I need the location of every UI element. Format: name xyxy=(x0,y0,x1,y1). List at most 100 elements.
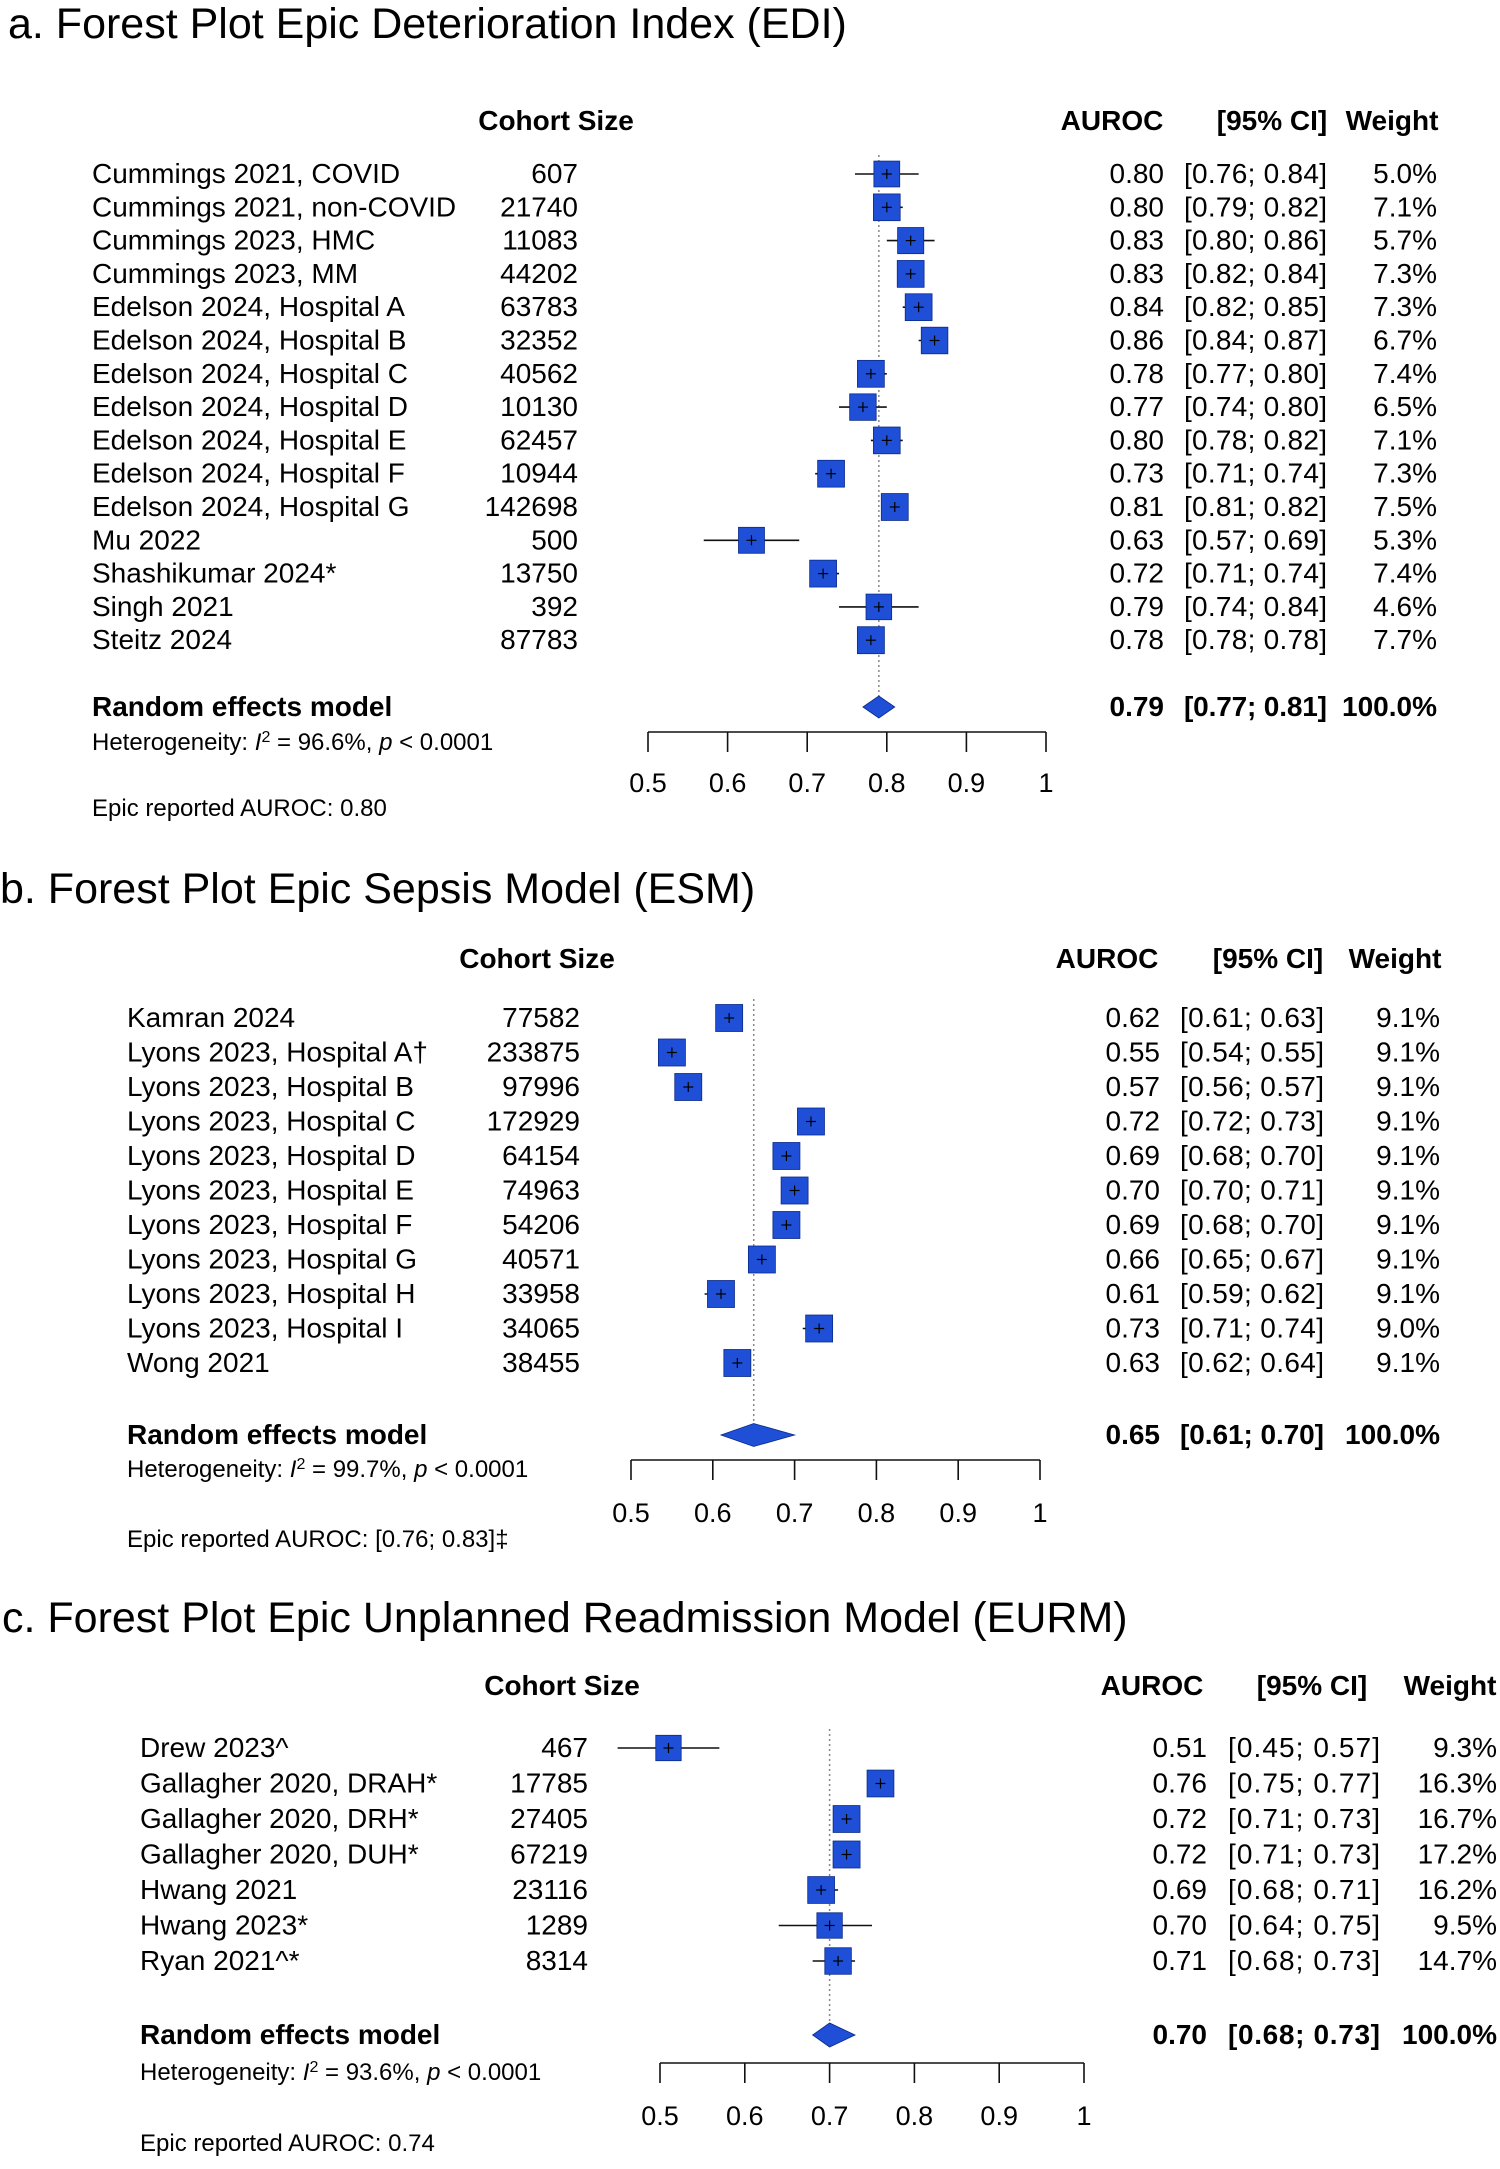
weight-value: 5.3% xyxy=(1373,524,1437,555)
tick-label: 0.7 xyxy=(788,768,826,798)
cohort-size: 1289 xyxy=(526,1910,588,1941)
cohort-size: 54206 xyxy=(502,1209,580,1240)
weight-value: 9.1% xyxy=(1376,1175,1440,1206)
weight-value: 9.1% xyxy=(1376,1244,1440,1275)
auroc-value: 0.62 xyxy=(1106,1002,1161,1033)
study-row: Kamran 2024 77582 0.62 [0.61; 0.63] 9.1% xyxy=(127,1002,1440,1033)
study-label: Lyons 2023, Hospital E xyxy=(127,1175,414,1206)
ci-value: [0.61; 0.63] xyxy=(1180,1002,1324,1033)
auroc-value: 0.69 xyxy=(1106,1140,1161,1171)
auroc-value: 0.73 xyxy=(1106,1313,1161,1344)
tick-label: 0.6 xyxy=(726,2101,764,2131)
cohort-size: 500 xyxy=(531,524,578,555)
tick-label: 0.8 xyxy=(868,768,906,798)
forest-panel-a: a. Forest Plot Epic Deterioration Index … xyxy=(8,0,1438,822)
header-ci: [95% CI] xyxy=(1213,943,1323,974)
study-row: Hwang 2023* 1289 0.70 [0.64; 0.75] 9.5% xyxy=(140,1910,1497,1941)
auroc-value: 0.63 xyxy=(1106,1347,1161,1378)
summary-diamond xyxy=(862,695,896,719)
study-row: Edelson 2024, Hospital A 63783 0.84 [0.82; … xyxy=(92,291,1437,322)
study-row: Cummings 2021, COVID 607 0.80 [0.76; 0.84] 5… xyxy=(92,158,1437,189)
tick-label: 1 xyxy=(1076,2101,1091,2131)
study-label: Wong 2021 xyxy=(127,1347,270,1378)
auroc-value: 0.72 xyxy=(1153,1839,1208,1870)
study-label: Edelson 2024, Hospital B xyxy=(92,325,406,356)
summary-weight: 100.0% xyxy=(1342,691,1437,722)
summary-auroc: 0.79 xyxy=(1110,691,1165,722)
tick-label: 0.5 xyxy=(641,2101,679,2131)
weight-value: 17.2% xyxy=(1418,1839,1497,1870)
weight-value: 7.3% xyxy=(1373,458,1437,489)
cohort-size: 607 xyxy=(531,158,578,189)
header-ci: [95% CI] xyxy=(1257,1670,1367,1701)
cohort-size: 13750 xyxy=(500,558,578,589)
cohort-size: 10944 xyxy=(500,458,578,489)
cohort-size: 87783 xyxy=(500,624,578,655)
forest-panel-c: c. Forest Plot Epic Unplanned Readmissio… xyxy=(2,1594,1497,2157)
study-label: Mu 2022 xyxy=(92,524,201,555)
panel-title: c. Forest Plot Epic Unplanned Readmissio… xyxy=(2,1594,1128,1642)
tick-label: 0.8 xyxy=(896,2101,934,2131)
auroc-value: 0.84 xyxy=(1110,291,1165,322)
auroc-value: 0.80 xyxy=(1110,191,1165,222)
forest-panel-b: b. Forest Plot Epic Sepsis Model (ESM) Co… xyxy=(0,865,1441,1553)
auroc-value: 0.79 xyxy=(1110,591,1165,622)
ci-value: [0.65; 0.67] xyxy=(1180,1244,1324,1275)
tick-label: 0.6 xyxy=(709,768,747,798)
tick-label: 0.9 xyxy=(980,2101,1018,2131)
tick-label: 0.6 xyxy=(694,1498,732,1528)
study-row: Lyons 2023, Hospital B 97996 0.57 [0.56; 0.… xyxy=(127,1071,1440,1102)
auroc-value: 0.76 xyxy=(1153,1768,1208,1799)
estimate-box xyxy=(658,1038,686,1067)
cohort-size: 64154 xyxy=(502,1140,580,1171)
header-cohort-size: Cohort Size xyxy=(484,1670,640,1701)
study-label: Edelson 2024, Hospital C xyxy=(92,358,408,389)
summary-ci: [0.77; 0.81] xyxy=(1184,691,1327,722)
study-row: Ryan 2021^* 8314 0.71 [0.68; 0.73] 14.7% xyxy=(140,1945,1497,1976)
auroc-value: 0.51 xyxy=(1153,1732,1208,1763)
cohort-size: 67219 xyxy=(510,1839,588,1870)
weight-value: 7.4% xyxy=(1373,558,1437,589)
auroc-value: 0.63 xyxy=(1110,524,1165,555)
x-axis: 0.5 0.6 0.7 0.8 0.9 1 xyxy=(612,1459,1048,1528)
summary-row: Random effects model 0.79 [0.77; 0.81] 100.… xyxy=(92,691,1437,722)
header-weight: Weight xyxy=(1346,105,1439,136)
study-label: Lyons 2023, Hospital F xyxy=(127,1209,412,1240)
study-label: Steitz 2024 xyxy=(92,624,232,655)
study-row: Lyons 2023, Hospital A† 233875 0.55 [0.54; … xyxy=(127,1037,1440,1068)
weight-value: 9.1% xyxy=(1376,1209,1440,1240)
ci-value: [0.78; 0.78] xyxy=(1184,624,1327,655)
weight-value: 5.7% xyxy=(1373,225,1437,256)
summary-row: Random effects model 0.65 [0.61; 0.70] 100.… xyxy=(127,1419,1440,1450)
study-row: Edelson 2024, Hospital G 142698 0.81 [0.81;… xyxy=(92,491,1437,522)
cohort-size: 34065 xyxy=(502,1313,580,1344)
cohort-size: 27405 xyxy=(510,1803,588,1834)
cohort-size: 63783 xyxy=(500,291,578,322)
weight-value: 16.3% xyxy=(1418,1768,1497,1799)
study-label: Hwang 2021 xyxy=(140,1874,297,1905)
study-row: Lyons 2023, Hospital I 34065 0.73 [0.71; 0.… xyxy=(127,1313,1440,1344)
auroc-value: 0.70 xyxy=(1106,1175,1161,1206)
header-auroc: AUROC xyxy=(1061,105,1164,136)
study-label: Hwang 2023* xyxy=(140,1910,308,1941)
ci-value: [0.71; 0.74] xyxy=(1184,558,1327,589)
tick-label: 0.5 xyxy=(612,1498,650,1528)
tick-label: 0.9 xyxy=(939,1498,977,1528)
study-row: Cummings 2023, HMC 11083 0.83 [0.80; 0.86] 5… xyxy=(92,225,1437,256)
ci-value: [0.57; 0.69] xyxy=(1184,524,1327,555)
auroc-value: 0.77 xyxy=(1110,391,1165,422)
ci-value: [0.77; 0.80] xyxy=(1184,358,1327,389)
header-weight: Weight xyxy=(1349,943,1442,974)
ci-value: [0.64; 0.75] xyxy=(1228,1910,1380,1941)
ci-value: [0.71; 0.74] xyxy=(1180,1313,1324,1344)
study-row: Steitz 2024 87783 0.78 [0.78; 0.78] 7.7% xyxy=(92,624,1437,655)
auroc-value: 0.83 xyxy=(1110,225,1165,256)
study-label: Lyons 2023, Hospital B xyxy=(127,1071,414,1102)
ci-value: [0.71; 0.73] xyxy=(1228,1839,1380,1870)
weight-value: 16.2% xyxy=(1418,1874,1497,1905)
study-label: Gallagher 2020, DRAH* xyxy=(140,1768,437,1799)
study-label: Ryan 2021^* xyxy=(140,1945,300,1976)
weight-value: 9.1% xyxy=(1376,1002,1440,1033)
weight-value: 9.1% xyxy=(1376,1071,1440,1102)
study-row: Edelson 2024, Hospital C 40562 0.78 [0.77; … xyxy=(92,358,1437,389)
